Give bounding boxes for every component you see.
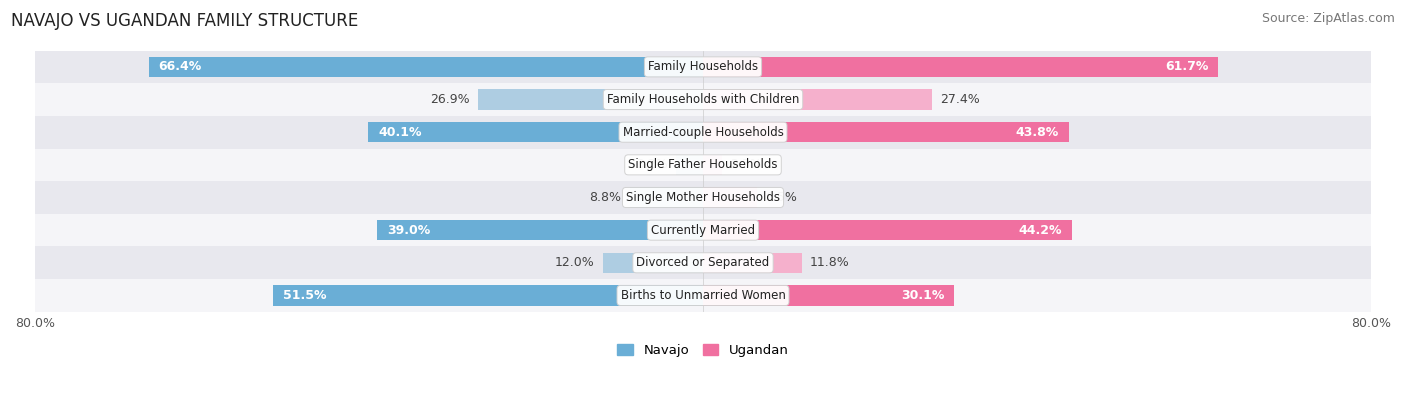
Text: 61.7%: 61.7% [1164, 60, 1208, 73]
Text: Currently Married: Currently Married [651, 224, 755, 237]
Bar [703, 57, 1218, 77]
Text: 27.4%: 27.4% [941, 93, 980, 106]
Text: Source: ZipAtlas.com: Source: ZipAtlas.com [1261, 12, 1395, 25]
Text: Single Mother Households: Single Mother Households [626, 191, 780, 204]
Bar [703, 220, 1071, 240]
Text: 44.2%: 44.2% [1018, 224, 1062, 237]
Bar [703, 122, 1069, 142]
Text: 43.8%: 43.8% [1015, 126, 1059, 139]
Text: 40.1%: 40.1% [378, 126, 422, 139]
Text: Divorced or Separated: Divorced or Separated [637, 256, 769, 269]
Bar [703, 253, 801, 273]
Text: 11.8%: 11.8% [810, 256, 849, 269]
Bar [377, 220, 703, 240]
Bar [35, 214, 1371, 246]
Bar [273, 285, 703, 306]
Text: Married-couple Households: Married-couple Households [623, 126, 783, 139]
Text: Births to Unmarried Women: Births to Unmarried Women [620, 289, 786, 302]
Bar [35, 83, 1371, 116]
Bar [703, 187, 758, 208]
Bar [35, 149, 1371, 181]
Bar [676, 155, 703, 175]
Text: 8.8%: 8.8% [589, 191, 621, 204]
Bar [703, 285, 955, 306]
Bar [368, 122, 703, 142]
Bar [703, 155, 723, 175]
Bar [35, 279, 1371, 312]
Text: 26.9%: 26.9% [430, 93, 470, 106]
Bar [35, 246, 1371, 279]
Text: 39.0%: 39.0% [388, 224, 430, 237]
Text: 30.1%: 30.1% [901, 289, 945, 302]
Legend: Navajo, Ugandan: Navajo, Ugandan [612, 339, 794, 363]
Text: 66.4%: 66.4% [159, 60, 202, 73]
Bar [603, 253, 703, 273]
Bar [703, 89, 932, 110]
Bar [35, 181, 1371, 214]
Text: NAVAJO VS UGANDAN FAMILY STRUCTURE: NAVAJO VS UGANDAN FAMILY STRUCTURE [11, 12, 359, 30]
Text: 6.5%: 6.5% [766, 191, 797, 204]
Text: 51.5%: 51.5% [283, 289, 326, 302]
Bar [35, 116, 1371, 149]
Text: Family Households: Family Households [648, 60, 758, 73]
Text: 2.3%: 2.3% [731, 158, 762, 171]
Text: 3.2%: 3.2% [636, 158, 668, 171]
Bar [35, 51, 1371, 83]
Bar [478, 89, 703, 110]
Text: Family Households with Children: Family Households with Children [607, 93, 799, 106]
Bar [149, 57, 703, 77]
Bar [630, 187, 703, 208]
Text: Single Father Households: Single Father Households [628, 158, 778, 171]
Text: 12.0%: 12.0% [555, 256, 595, 269]
